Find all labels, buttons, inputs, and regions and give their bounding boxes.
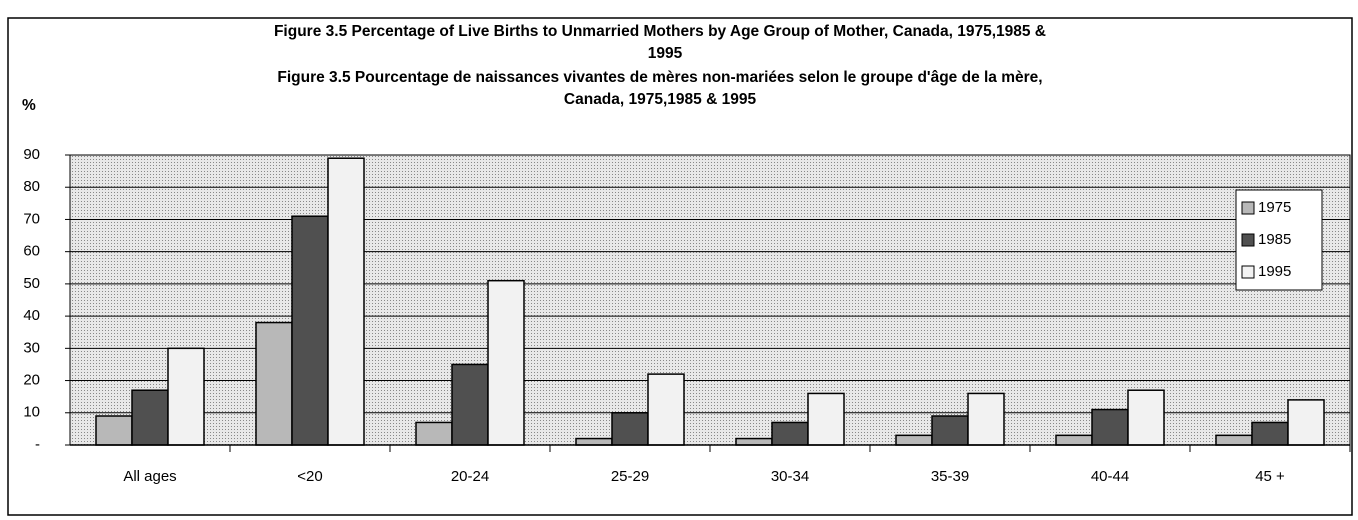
chart-title: 1995 — [648, 45, 683, 62]
chart-subtitle: Figure 3.5 Pourcentage de naissances viv… — [277, 69, 1042, 86]
bar — [735, 437, 773, 446]
x-tick-label: 40-44 — [1091, 468, 1129, 485]
bar — [807, 392, 845, 446]
bar — [1287, 399, 1325, 446]
y-tick-label: 50 — [23, 275, 40, 292]
bar — [487, 279, 525, 446]
y-tick-label: 10 — [23, 404, 40, 421]
legend-swatch — [1241, 265, 1255, 279]
x-tick-label: 30-34 — [771, 468, 809, 485]
x-tick-label: 25-29 — [611, 468, 649, 485]
y-tick-label: 80 — [23, 178, 40, 195]
legend-label: 1985 — [1258, 231, 1291, 248]
legend-label: 1975 — [1258, 199, 1291, 216]
bar — [1055, 434, 1093, 446]
y-axis-label: % — [22, 97, 36, 114]
y-tick-label: 60 — [23, 243, 40, 260]
y-tick-label: 30 — [23, 339, 40, 356]
bar — [1127, 389, 1165, 446]
chart-subtitle: Canada, 1975,1985 & 1995 — [564, 91, 757, 108]
x-tick-label: 45 + — [1255, 468, 1285, 485]
bar — [647, 373, 685, 446]
bar — [255, 321, 293, 446]
bar — [167, 347, 205, 446]
bar — [575, 437, 613, 446]
bar — [415, 421, 453, 446]
bar — [611, 412, 649, 446]
x-tick-label: 35-39 — [931, 468, 969, 485]
y-tick-label: 70 — [23, 210, 40, 227]
bar — [1251, 421, 1289, 446]
chart-title: Figure 3.5 Percentage of Live Births to … — [274, 23, 1046, 40]
y-tick-label: 20 — [23, 372, 40, 389]
bar — [931, 415, 969, 446]
bar — [771, 421, 809, 446]
bar — [95, 415, 133, 446]
bar — [1091, 408, 1129, 446]
x-tick-label: <20 — [297, 468, 322, 485]
y-tick-label: 40 — [23, 307, 40, 324]
x-tick-label: 20-24 — [451, 468, 489, 485]
legend-swatch — [1241, 233, 1255, 247]
bar — [967, 392, 1005, 446]
x-tick-label: All ages — [123, 468, 176, 485]
y-tick-label: - — [35, 436, 40, 453]
bar — [1215, 434, 1253, 446]
legend-label: 1995 — [1258, 263, 1291, 280]
bar — [131, 389, 169, 446]
bar — [291, 215, 329, 446]
bar — [327, 157, 365, 446]
legend-swatch — [1241, 201, 1255, 215]
bar — [451, 363, 489, 446]
y-tick-label: 90 — [23, 146, 40, 163]
bar — [895, 434, 933, 446]
